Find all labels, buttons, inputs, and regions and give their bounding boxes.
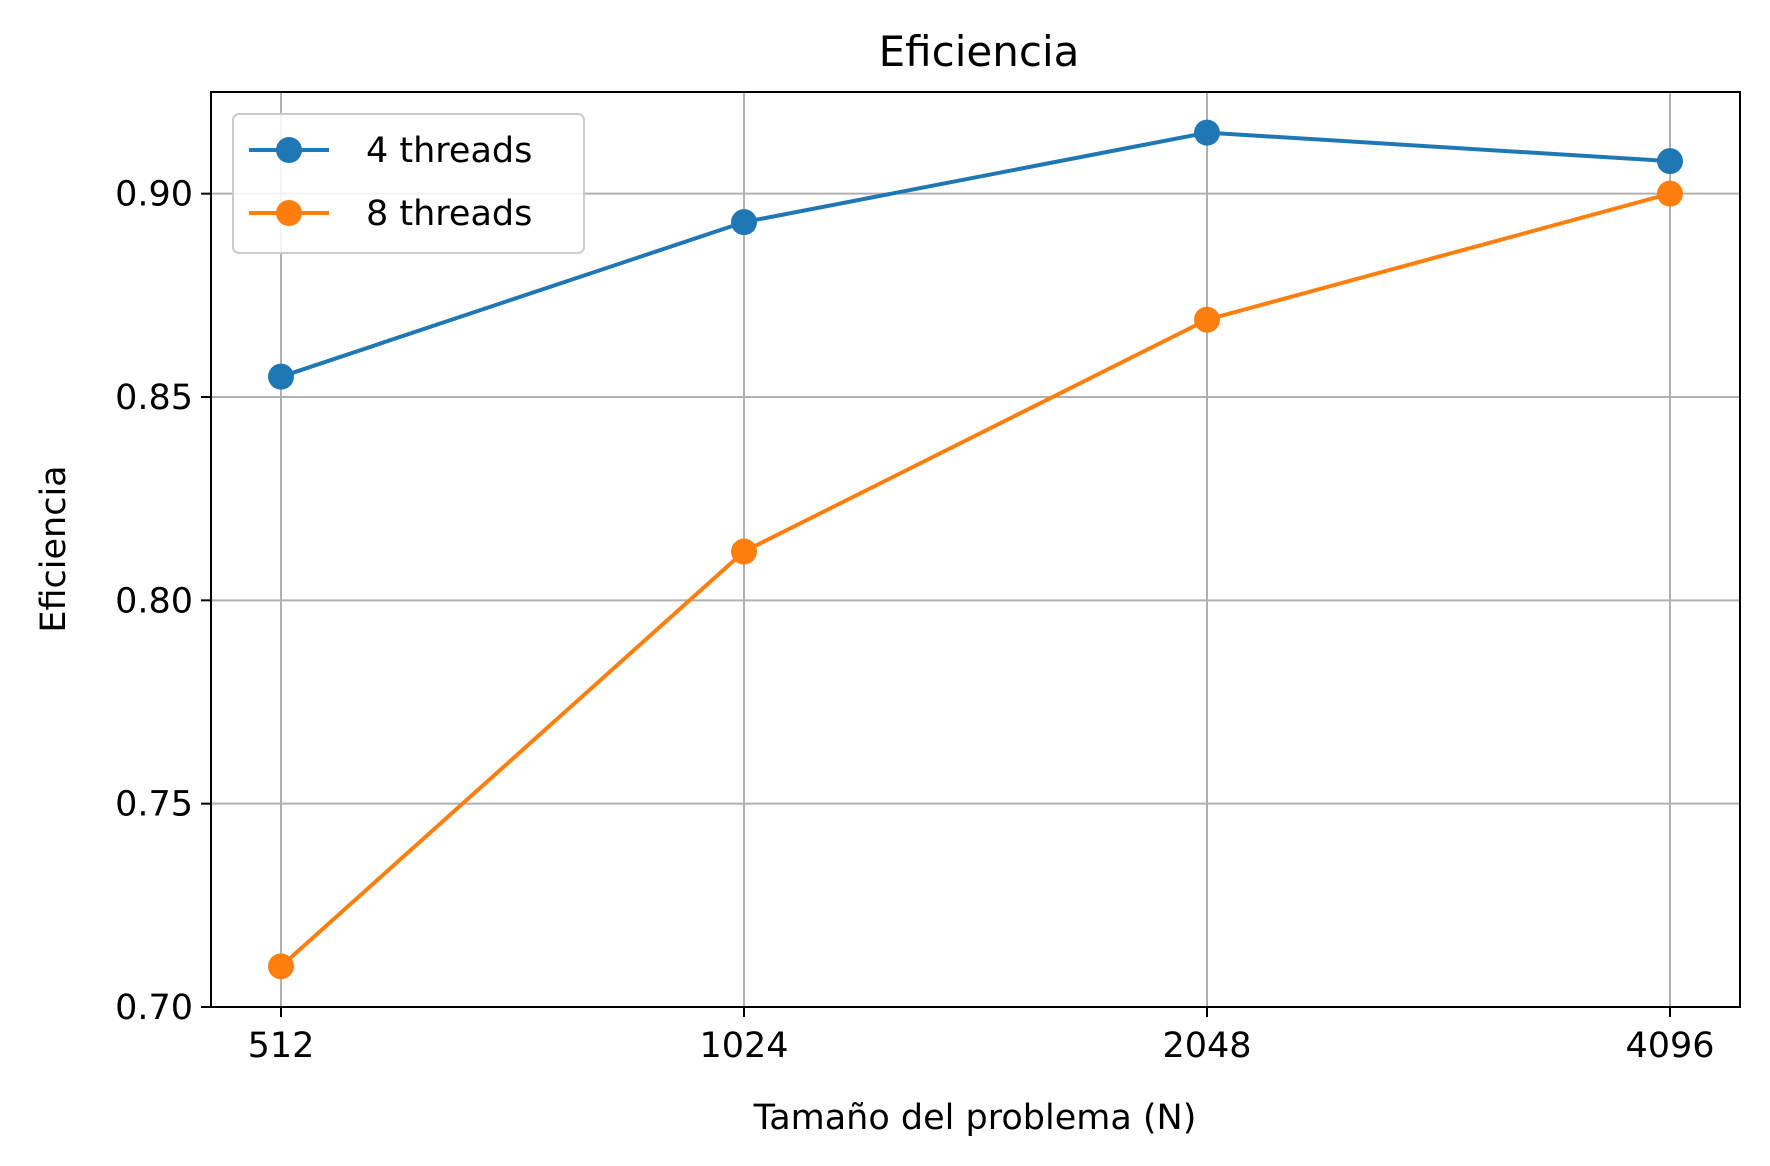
legend-marker bbox=[276, 200, 302, 226]
y-tick-label: 0.90 bbox=[115, 175, 193, 215]
x-tick-label: 1024 bbox=[699, 1026, 788, 1066]
legend: 4 threads 8 threads bbox=[232, 113, 585, 254]
plot-frame bbox=[210, 91, 1741, 1008]
data-point bbox=[1194, 306, 1220, 333]
data-point bbox=[731, 538, 757, 565]
data-point bbox=[268, 953, 294, 980]
y-tick-label: 0.75 bbox=[115, 785, 193, 825]
legend-marker bbox=[276, 137, 302, 163]
y-tick-label: 0.80 bbox=[115, 581, 193, 621]
y-tick-label: 0.85 bbox=[115, 378, 193, 418]
x-axis-title: Tamaño del problema (N) bbox=[753, 1098, 1197, 1138]
series-line bbox=[280, 130, 1671, 379]
x-tick-label: 2048 bbox=[1162, 1026, 1251, 1066]
series-layer bbox=[268, 119, 1683, 980]
data-point bbox=[731, 209, 757, 236]
data-point bbox=[1657, 180, 1683, 207]
x-tick-label: 4096 bbox=[1625, 1026, 1714, 1066]
legend-label: 8 threads bbox=[366, 194, 532, 234]
y-tick-label: 0.70 bbox=[115, 988, 193, 1028]
data-point bbox=[1194, 119, 1220, 146]
legend-items: 4 threads 8 threads bbox=[249, 131, 532, 234]
chart-title: Eficiencia bbox=[879, 27, 1080, 76]
x-axis-ticks: 512 1024 2048 4096 bbox=[248, 1007, 1715, 1066]
x-tick-label: 512 bbox=[248, 1026, 315, 1066]
y-axis-title: Eficiencia bbox=[34, 465, 74, 632]
series-line bbox=[279, 191, 1671, 968]
series-2 bbox=[268, 180, 1683, 980]
legend-label: 4 threads bbox=[366, 131, 532, 171]
series-1 bbox=[268, 119, 1683, 390]
data-point bbox=[268, 363, 294, 390]
data-point bbox=[1657, 148, 1683, 175]
y-axis-ticks: 0.70 0.75 0.80 0.85 0.90 bbox=[115, 175, 211, 1028]
